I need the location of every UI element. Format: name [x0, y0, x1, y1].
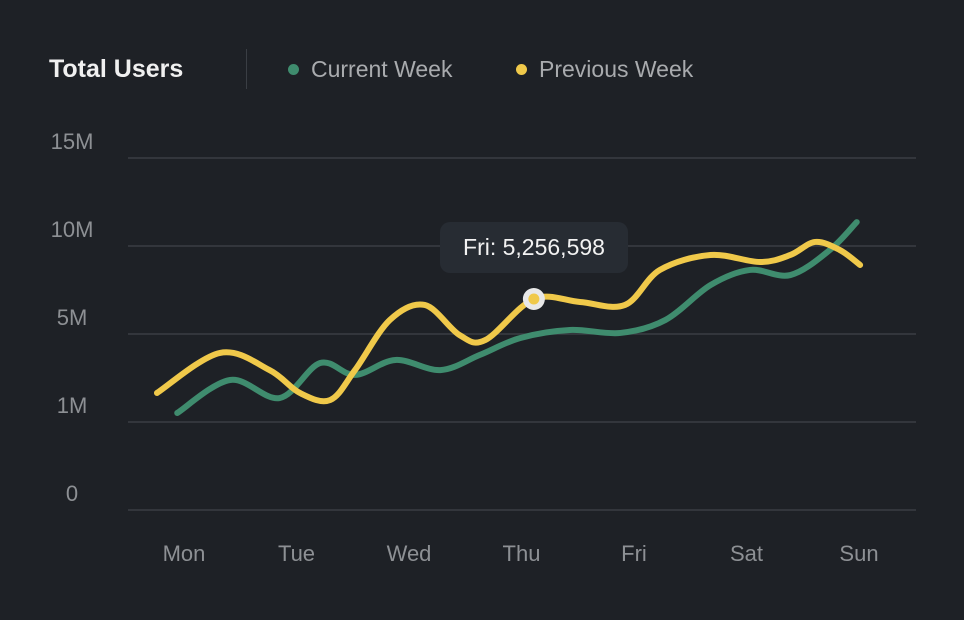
x-tick-label: Wed: [387, 541, 432, 566]
y-tick-label: 0: [66, 481, 78, 506]
legend-dot-icon: [288, 64, 299, 75]
x-tick-label: Thu: [503, 541, 541, 566]
legend-label: Current Week: [311, 56, 453, 82]
y-tick-label: 5M: [57, 305, 88, 330]
legend-dot-icon: [516, 64, 527, 75]
highlight-point: [528, 293, 540, 305]
x-tick-label: Mon: [163, 541, 206, 566]
x-tick-label: Tue: [278, 541, 315, 566]
chart-title: Total Users: [49, 55, 184, 83]
legend-item-current-week[interactable]: Current Week: [288, 56, 452, 83]
legend-item-previous-week[interactable]: Previous Week: [516, 56, 693, 83]
x-tick-label: Sat: [730, 541, 763, 566]
y-tick-label: 1M: [57, 393, 88, 418]
x-tick-label: Sun: [839, 541, 878, 566]
series-line-current-week: [174, 219, 860, 416]
legend-label: Previous Week: [539, 56, 694, 82]
tooltip: Fri: 5,256,598: [440, 222, 628, 273]
x-tick-label: Fri: [621, 541, 647, 566]
y-tick-label: 15M: [51, 129, 94, 154]
header-divider: [246, 49, 247, 89]
series-line-previous-week: [154, 238, 864, 405]
y-tick-label: 10M: [51, 217, 94, 242]
